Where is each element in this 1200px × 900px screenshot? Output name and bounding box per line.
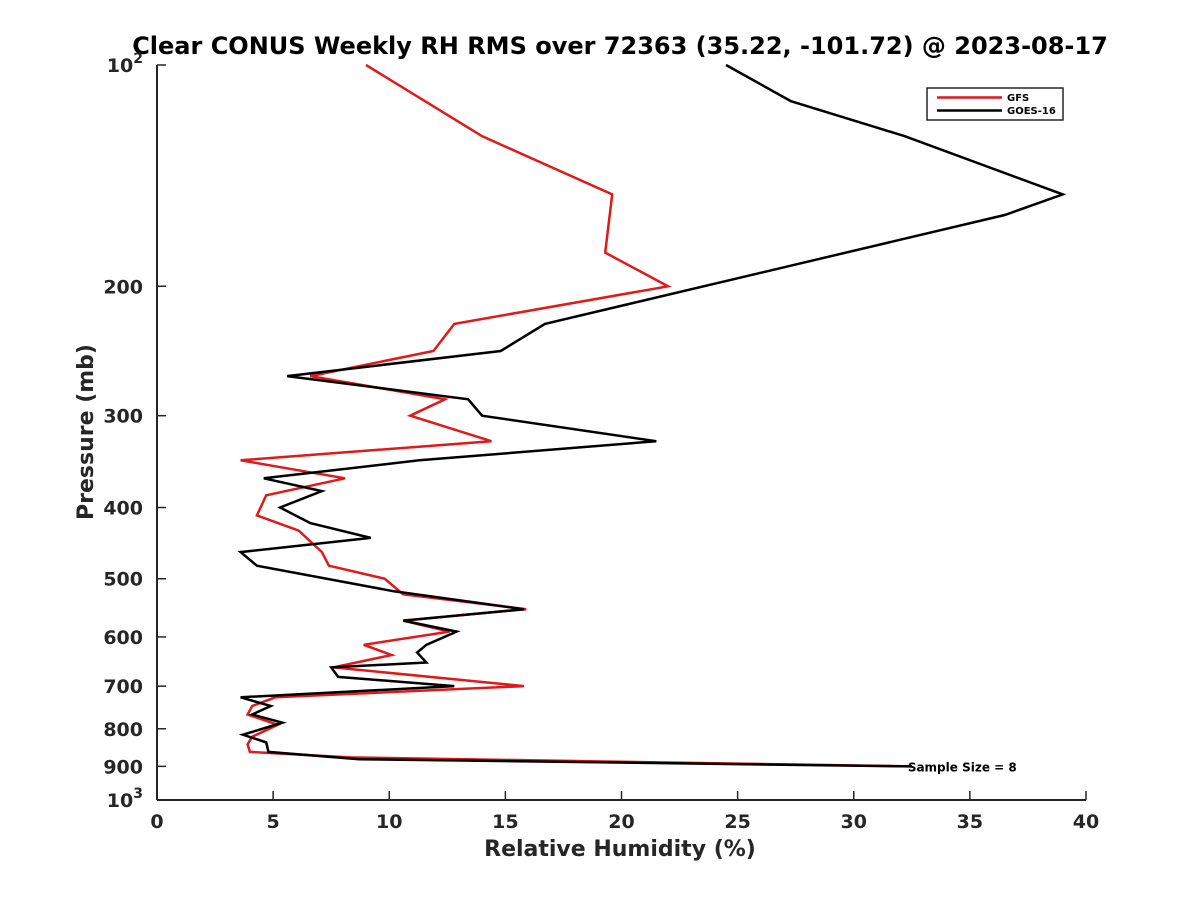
sample-size-annotation: Sample Size = 8 [908,760,1017,774]
legend-label-gfs: GFS [1007,93,1029,104]
y-tick-label: 800 [103,719,143,741]
chart-title: Clear CONUS Weekly RH RMS over 72363 (35… [132,32,1108,60]
legend-label-goes16: GOES-16 [1007,106,1056,117]
y-tick-label: 200 [103,276,143,298]
y-tick-label: 900 [103,756,143,778]
x-tick-label: 30 [841,811,867,833]
series-layer [237,63,1067,768]
y-tick-label: 500 [103,569,143,591]
x-axis-label: Relative Humidity (%) [484,837,756,862]
x-tick-label: 10 [376,811,402,833]
legend-box [926,87,1064,121]
y-tick-label: 700 [103,676,143,698]
y-ticks: 102 200 300 400 500 600 700 800 900 103 [103,51,166,812]
series-line-goes16 [237,63,1067,768]
x-tick-label: 20 [608,811,634,833]
legend: GFS GOES-16 [926,87,1064,121]
x-tick-label: 40 [1073,811,1099,833]
y-tick-label: 400 [103,498,143,520]
y-tick-label: 102 [107,51,143,77]
x-ticks: 0 5 10 15 20 25 30 35 40 [150,791,1099,833]
x-tick-label: 0 [150,811,163,833]
x-tick-label: 15 [492,811,518,833]
x-tick-label: 35 [957,811,983,833]
x-tick-label: 5 [267,811,280,833]
series-line-gfs [240,63,912,768]
y-tick-label: 300 [103,406,143,428]
y-tick-label: 600 [103,627,143,649]
y-tick-label: 103 [107,786,143,812]
x-tick-label: 25 [724,811,750,833]
y-axis-label: Pressure (mb) [74,344,99,520]
